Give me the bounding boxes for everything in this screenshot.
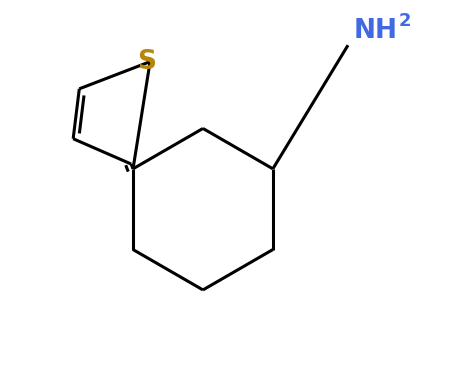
Text: S: S	[137, 49, 156, 75]
Text: NH: NH	[354, 18, 398, 44]
Text: 2: 2	[399, 12, 411, 30]
